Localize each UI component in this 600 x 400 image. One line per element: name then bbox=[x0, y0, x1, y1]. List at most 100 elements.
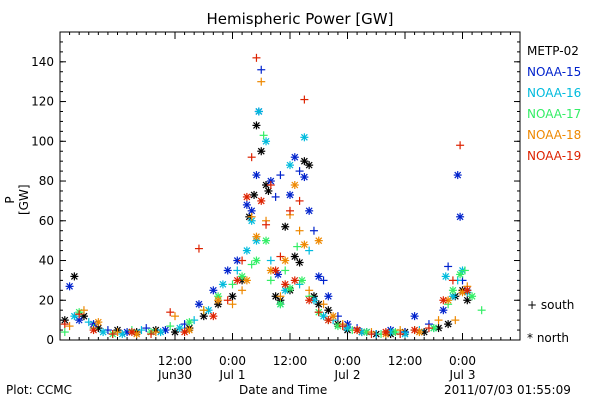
data-point-noaa-15 bbox=[439, 306, 448, 315]
x-tick-time-label: 12:00 bbox=[158, 354, 193, 368]
data-point-noaa-16 bbox=[233, 266, 242, 275]
data-point-noaa-16 bbox=[254, 107, 263, 116]
data-point-noaa-16 bbox=[242, 246, 251, 255]
data-point-noaa-17 bbox=[228, 280, 237, 289]
y-tick-label: 100 bbox=[31, 134, 54, 148]
data-point-noaa-18 bbox=[290, 181, 299, 190]
data-point-noaa-16 bbox=[84, 318, 93, 327]
data-point-noaa-19 bbox=[410, 326, 419, 335]
data-point-metp-02 bbox=[252, 121, 261, 130]
data-point-noaa-15 bbox=[252, 171, 261, 180]
data-point-noaa-18 bbox=[451, 316, 460, 325]
data-point-metp-02 bbox=[290, 252, 299, 261]
data-point-noaa-19 bbox=[247, 153, 256, 162]
data-point-noaa-19 bbox=[209, 312, 218, 321]
data-point-noaa-19 bbox=[448, 276, 457, 285]
timestamp: 2011/07/03 01:55:09 bbox=[444, 383, 571, 397]
data-point-noaa-17 bbox=[252, 256, 261, 265]
x-tick-date-label: Jun30 bbox=[157, 368, 192, 382]
data-point-noaa-19 bbox=[463, 286, 472, 295]
data-point-noaa-15 bbox=[444, 262, 453, 271]
data-point-noaa-16 bbox=[286, 161, 294, 170]
data-point-noaa-19 bbox=[127, 328, 136, 337]
data-point-noaa-19 bbox=[367, 330, 376, 339]
data-point-noaa-19 bbox=[276, 252, 285, 261]
data-point-noaa-19 bbox=[439, 296, 448, 305]
data-point-noaa-15 bbox=[453, 171, 462, 180]
data-point-noaa-17 bbox=[460, 266, 469, 275]
data-point-noaa-19 bbox=[295, 196, 304, 205]
data-point-noaa-15 bbox=[209, 286, 218, 295]
data-point-noaa-15 bbox=[142, 324, 151, 333]
data-point-noaa-16 bbox=[305, 246, 314, 255]
x-tick-date-label: Jul 1 bbox=[219, 368, 246, 382]
data-point-noaa-17 bbox=[60, 328, 69, 337]
data-point-noaa-16 bbox=[441, 272, 450, 281]
x-tick-time-label: 0:00 bbox=[219, 354, 246, 368]
data-point-metp-02 bbox=[257, 147, 266, 156]
plot-credit: Plot: CCMC bbox=[6, 383, 72, 397]
data-point-metp-02 bbox=[281, 222, 290, 231]
data-point-noaa-19 bbox=[266, 181, 275, 190]
data-point-noaa-15 bbox=[276, 171, 285, 180]
data-point-noaa-18 bbox=[434, 316, 443, 325]
data-point-noaa-19 bbox=[60, 320, 69, 329]
data-point-noaa-19 bbox=[223, 296, 232, 305]
x-tick-time-label: 0:00 bbox=[334, 354, 361, 368]
data-point-noaa-19 bbox=[252, 53, 261, 62]
data-point-noaa-19 bbox=[242, 192, 251, 201]
data-point-noaa-17 bbox=[333, 322, 342, 331]
data-point-noaa-18 bbox=[276, 292, 285, 301]
data-point-noaa-18 bbox=[295, 226, 304, 235]
data-point-noaa-18 bbox=[214, 296, 223, 305]
data-point-noaa-15 bbox=[194, 300, 203, 309]
north-marker-legend: * north bbox=[527, 331, 570, 345]
data-point-noaa-18 bbox=[65, 322, 74, 331]
y-tick-label: 20 bbox=[39, 293, 54, 307]
data-point-noaa-16 bbox=[300, 133, 309, 142]
y-tick-label: 60 bbox=[39, 214, 54, 228]
data-point-noaa-17 bbox=[468, 292, 477, 301]
data-point-noaa-18 bbox=[228, 300, 237, 309]
data-point-noaa-19 bbox=[314, 308, 323, 317]
data-point-noaa-18 bbox=[238, 286, 247, 295]
data-point-noaa-19 bbox=[281, 280, 290, 289]
data-point-metp-02 bbox=[444, 320, 453, 329]
data-point-noaa-19 bbox=[108, 330, 117, 339]
data-point-noaa-17 bbox=[456, 270, 465, 279]
y-tick-label: 0 bbox=[46, 333, 54, 347]
data-point-noaa-19 bbox=[147, 330, 156, 339]
data-point-noaa-17 bbox=[247, 260, 256, 269]
data-point-noaa-17 bbox=[391, 328, 400, 337]
data-point-noaa-17 bbox=[477, 306, 486, 315]
data-point-noaa-19 bbox=[424, 324, 433, 333]
data-point-noaa-15 bbox=[233, 256, 242, 265]
data-point-noaa-19 bbox=[262, 220, 271, 229]
data-point-noaa-18 bbox=[199, 306, 208, 315]
data-point-noaa-16 bbox=[118, 330, 127, 339]
data-point-noaa-15 bbox=[314, 272, 323, 281]
data-point-noaa-18 bbox=[319, 300, 328, 309]
data-point-noaa-16 bbox=[137, 326, 146, 335]
data-point-noaa-18 bbox=[151, 328, 160, 337]
data-point-noaa-16 bbox=[99, 328, 108, 337]
data-point-noaa-18 bbox=[252, 232, 261, 241]
data-point-noaa-18 bbox=[300, 240, 309, 249]
data-point-noaa-15 bbox=[295, 167, 304, 176]
x-tick-time-label: 12:00 bbox=[388, 354, 423, 368]
data-point-noaa-19 bbox=[290, 276, 299, 285]
data-point-noaa-19 bbox=[271, 266, 280, 275]
data-point-noaa-17 bbox=[166, 322, 175, 331]
data-point-noaa-15 bbox=[257, 65, 266, 74]
data-point-noaa-19 bbox=[305, 296, 314, 305]
x-tick-date-label: Jul 2 bbox=[334, 368, 361, 382]
south-marker-legend: + south bbox=[527, 298, 575, 312]
legend-entry-noaa-16: NOAA-16 bbox=[527, 86, 582, 100]
data-point-noaa-15 bbox=[242, 200, 251, 209]
data-point-noaa-19 bbox=[381, 328, 390, 337]
data-point-noaa-15 bbox=[324, 292, 333, 301]
data-point-metp-02 bbox=[70, 272, 79, 281]
data-point-noaa-17 bbox=[293, 242, 302, 251]
data-point-noaa-16 bbox=[343, 324, 352, 333]
data-point-noaa-15 bbox=[410, 312, 419, 321]
